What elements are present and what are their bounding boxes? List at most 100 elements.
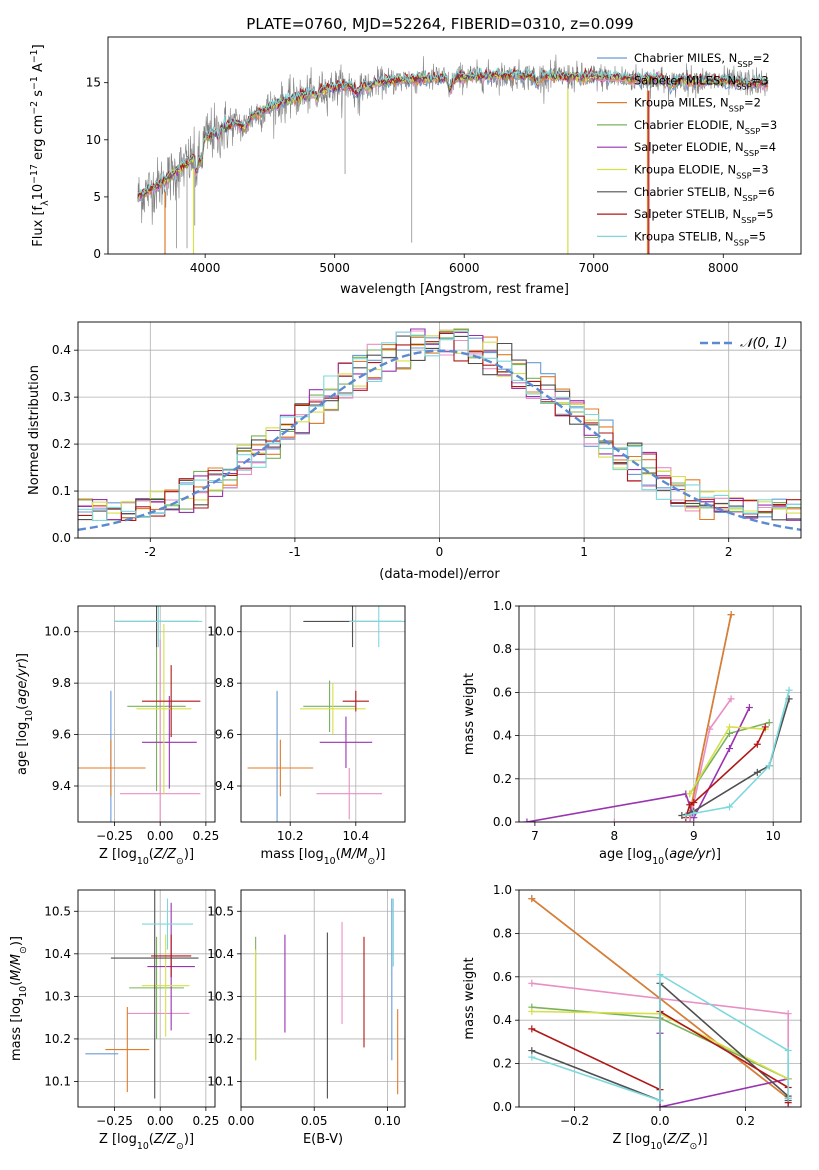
y-tick-label: 10.4 [207,947,234,961]
x-axis-label: E(B-V) [303,1132,343,1147]
axes-weight-vs-Z: −0.2 0.0 0.2 0.0 0.2 0.4 0.6 0.8 1.0 mass weight Z… [462,883,802,1152]
y-axis-label-part: erg cm [31,115,46,164]
y-axis-label-part: )] [9,936,24,946]
series-marker-kroupa-elodie [726,723,734,731]
plot-area-mass-vs-Z [78,890,215,1107]
x-axis-label-part: Z/Z [153,847,177,862]
series-line-salpeter-miles [614,698,732,822]
errorbar-kroupa-miles [105,1007,150,1093]
legend-label-kroupa-stelib-part: Kroupa STELIB, N [634,229,734,243]
x-axis-label-part: Z/Z [666,1132,690,1147]
series-marker-chabrier-stelib [528,1047,536,1055]
axes-age-vs-Z: −0.25 0.00 0.259.49.69.810.0Z [log10(Z/Z⊙)… [15,605,219,867]
x-tick-label: 0.25 [193,1114,220,1128]
series-marker-salpeter-stelib [690,799,698,807]
series-kroupa-stelib [682,686,793,820]
x-tick-label: 0.0 [650,1114,669,1128]
x-axis-label-part: ( [149,847,154,862]
legend-label-salpeter-miles-part: SSP [736,81,751,91]
x-tick-label: 6000 [449,261,480,275]
x-axis-label-part: 10 [652,856,664,867]
y-tick-label: 0.2 [52,437,71,451]
grid-age-vs-mass [241,606,405,822]
legend-label-chabrier-stelib-part: =6 [758,185,775,199]
y-tick-label: 10.5 [207,904,234,918]
x-tick-label: 0.10 [374,1114,401,1128]
x-axis-label: age [log10(age/yr)] [599,847,721,867]
x-tick-label: 0.2 [736,1114,755,1128]
x-tick-label: 9 [690,829,698,843]
plot-area-residuals [78,322,801,538]
y-axis-label: age [log10(age/yr)] [15,653,35,775]
x-axis-label-part: )] [184,847,194,862]
legend-label-salpeter-elodie: Salpeter ELODIE, NSSP=4 [634,140,776,158]
y-tick-label: 1.0 [493,599,512,613]
series-marker-salpeter-miles [727,695,735,703]
y-tick-label: 0.4 [493,729,512,743]
series-marker-salpeter-miles [610,818,618,822]
legend-label-salpeter-elodie-part: =4 [759,140,776,154]
legend-label-salpeter-stelib-part: =5 [757,207,774,221]
y-tick-label: 0.2 [493,1057,512,1071]
x-axis-label-part: )] [184,1132,194,1147]
axes-frame [107,36,802,255]
y-tick-label: 0.0 [493,815,512,829]
gaussian-legend-label: 𝒩(0, 1) [740,336,787,351]
y-tick-label: 10.5 [44,904,71,918]
series-marker-kroupa-stelib [656,1096,664,1104]
x-axis-label-part: ⊙ [176,1141,184,1152]
x-axis-label: mass [log10(M/M⊙)] [261,847,386,867]
series-marker-kroupa-stelib [785,686,793,694]
x-axis-label-part: )] [375,847,385,862]
y-tick-label: 0 [93,247,101,261]
grid-age-vs-Z [78,606,215,822]
y-axis-label-part: 10 [24,710,35,722]
errorbar-salpeter-stelib [151,934,192,978]
legend-label-chabrier-elodie-part: =3 [760,118,777,132]
series-line-salpeter-elodie [526,707,751,822]
x-axis-label-part: Z [log [99,847,137,862]
plot-area-age-vs-mass [241,606,405,822]
x-tick-label: 10.2 [277,829,304,843]
errorbar-kroupa-miles [78,739,146,797]
x-axis-label-part: 10 [650,1141,662,1152]
y-axis-label-part: −17 [29,164,40,184]
y-tick-label: 10.3 [44,989,71,1003]
series-salpeter-elodie [523,704,753,822]
legend-label-salpeter-miles-part: Salpeter MILES, N [634,73,736,87]
series-marker-chabrier-elodie [726,729,734,737]
series-marker-salpeter-elodie [656,1103,664,1107]
errorbar-kroupa-stelib [349,606,405,648]
y-tick-label: 10 [86,133,101,147]
y-tick-label: 10.0 [44,625,71,639]
x-tick-label: -2 [144,545,156,559]
series-marker-salpeter-elodie [726,745,734,753]
x-axis-label-part: Z [log [612,1132,650,1147]
legend-label-salpeter-elodie-part: SSP [744,148,759,158]
plot-area-mass-vs-EBV [241,890,405,1107]
series-marker-kroupa-stelib [682,812,690,820]
y-axis-label-part: M/M [9,954,24,981]
y-axis-label-part: Flux [f [31,205,46,246]
grid-mass-vs-Z [78,890,215,1107]
y-tick-label: 0.1 [52,484,71,498]
errorbar-salpeter-elodie [141,696,197,789]
legend-label-chabrier-miles-part: SSP [737,59,752,69]
figure-title: PLATE=0760, MJD=52264, FIBERID=0310, z=0… [246,15,633,33]
series-line-kroupa-miles [689,614,732,814]
axes-mass-vs-EBV: 0.00 0.05 0.10 10.1 10.2 10.3 10.4 10.5 E(B-V) [207,889,406,1147]
axes-frame [240,605,406,823]
series-marker-salpeter-miles [686,818,694,822]
y-axis-label-part: −1 [29,49,40,63]
axes-frame [240,889,406,1108]
legend-label-salpeter-elodie-part: Salpeter ELODIE, N [634,140,744,154]
x-tick-label: 10 [766,829,781,843]
y-axis-label-part: )] [15,653,30,663]
series-marker-kroupa-elodie [528,1008,536,1016]
series-kroupa-stelib [528,971,792,1104]
y-axis-label-part: 10 [18,986,29,998]
y-tick-label: 0.8 [493,642,512,656]
y-tick-label: 0.6 [493,685,512,699]
y-axis-label-part: ( [9,981,24,986]
histogram-kroupa-stelib [78,330,801,521]
